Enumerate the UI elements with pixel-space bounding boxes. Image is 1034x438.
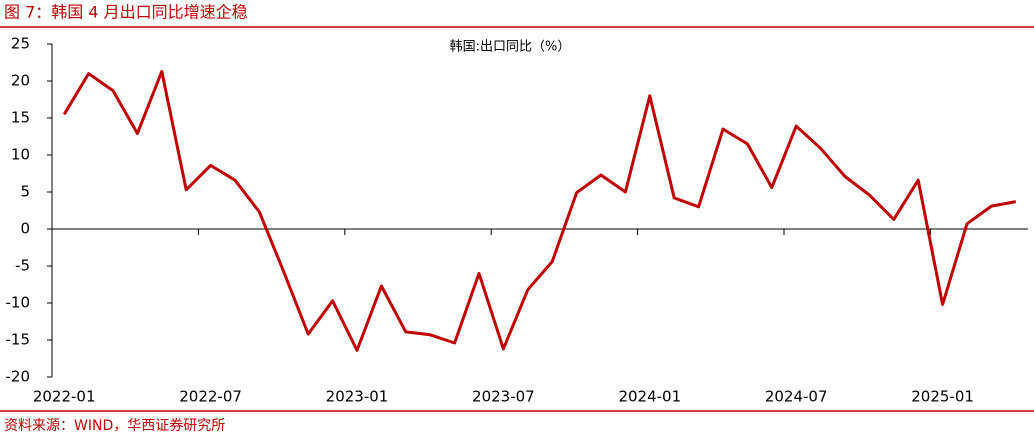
source-note: 资料来源：WIND，华西证券研究所 — [4, 418, 225, 434]
y-tick-label: 15 — [11, 109, 30, 127]
x-tick-label: 2024-07 — [765, 388, 828, 406]
x-tick-label: 2022-07 — [179, 388, 242, 406]
x-tick-label: 2022-01 — [33, 388, 96, 406]
data-line — [62, 69, 1017, 352]
y-tick-label: 20 — [11, 72, 30, 90]
y-tick-label: 10 — [11, 146, 30, 164]
y-tick-label: -15 — [6, 331, 31, 349]
chart-title: 图 7：韩国 4 月出口同比增速企稳 — [4, 3, 248, 22]
y-tick-label: -5 — [15, 257, 30, 275]
y-tick-label: -10 — [6, 294, 31, 312]
y-tick-label: 25 — [11, 35, 30, 53]
x-tick-label: 2023-01 — [326, 388, 389, 406]
y-tick-label: -20 — [6, 368, 31, 386]
legend-label: 韩国:出口同比（%） — [450, 40, 571, 55]
y-tick-label: 5 — [20, 183, 30, 201]
y-tick-label: 0 — [20, 220, 30, 238]
x-tick-label: 2024-01 — [618, 388, 681, 406]
x-tick-label: 2025-01 — [911, 388, 974, 406]
x-tick-label: 2023-07 — [472, 388, 535, 406]
